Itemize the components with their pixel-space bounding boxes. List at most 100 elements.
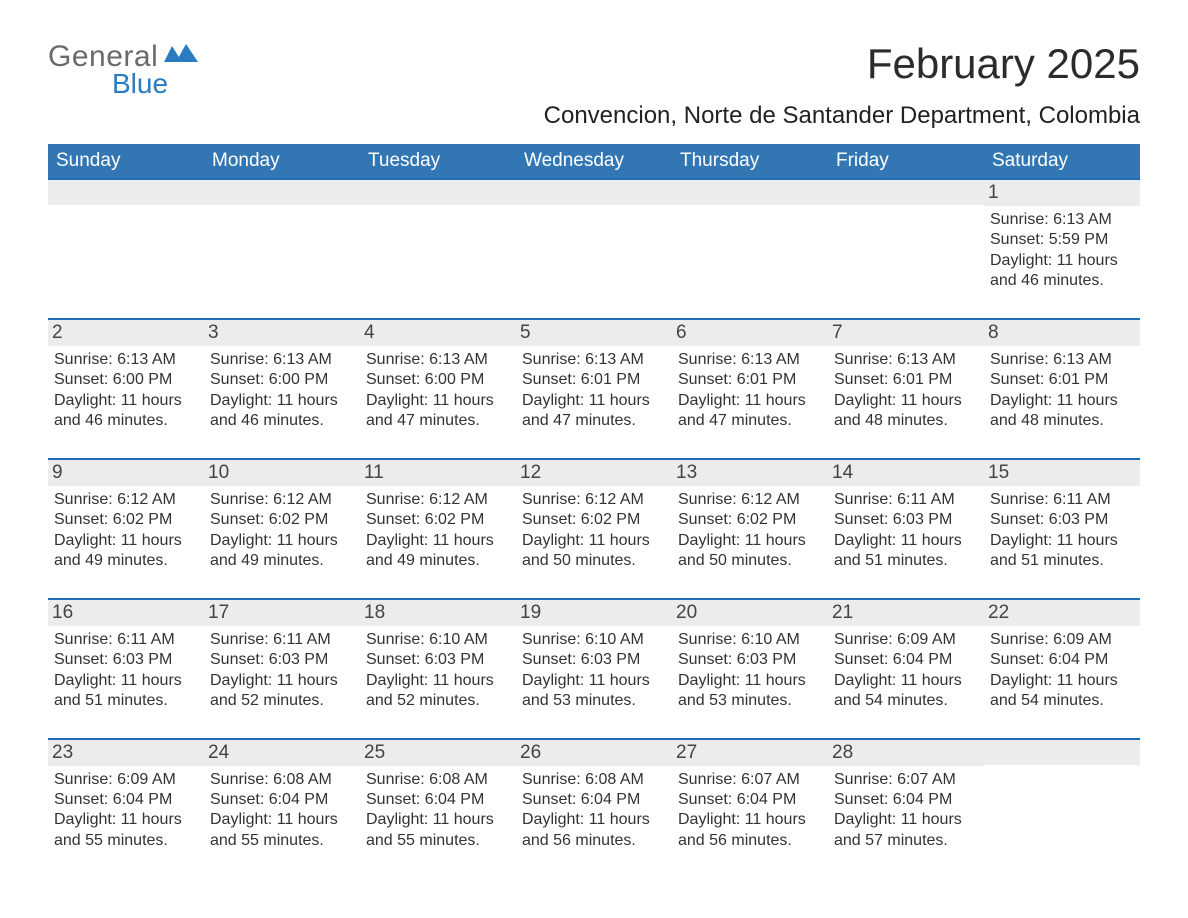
daylight-line: Daylight: 11 hours and 52 minutes. — [366, 671, 510, 712]
day-info: Sunrise: 6:12 AMSunset: 6:02 PMDaylight:… — [210, 490, 354, 572]
day-number: 14 — [828, 460, 984, 486]
weekday-row: SundayMondayTuesdayWednesdayThursdayFrid… — [48, 144, 1140, 179]
day-number: 10 — [204, 460, 360, 486]
day-number: 8 — [984, 320, 1140, 346]
sunset-line: Sunset: 6:01 PM — [678, 370, 822, 390]
sunrise-line: Sunrise: 6:12 AM — [54, 490, 198, 510]
sunrise-line: Sunrise: 6:13 AM — [834, 350, 978, 370]
day-info: Sunrise: 6:13 AMSunset: 6:01 PMDaylight:… — [834, 350, 978, 432]
daylight-line: Daylight: 11 hours and 56 minutes. — [522, 810, 666, 851]
sunset-line: Sunset: 6:04 PM — [54, 790, 198, 810]
day-info: Sunrise: 6:08 AMSunset: 6:04 PMDaylight:… — [522, 770, 666, 852]
sunset-line: Sunset: 6:03 PM — [678, 650, 822, 670]
daylight-line: Daylight: 11 hours and 48 minutes. — [990, 391, 1134, 432]
daylight-line: Daylight: 11 hours and 47 minutes. — [522, 391, 666, 432]
day-number: 13 — [672, 460, 828, 486]
calendar-cell — [984, 739, 1140, 878]
day-info: Sunrise: 6:11 AMSunset: 6:03 PMDaylight:… — [990, 490, 1134, 572]
flag-icon — [164, 44, 198, 71]
sunrise-line: Sunrise: 6:09 AM — [990, 630, 1134, 650]
sunset-line: Sunset: 6:02 PM — [366, 510, 510, 530]
sunrise-line: Sunrise: 6:13 AM — [678, 350, 822, 370]
day-number: 23 — [48, 740, 204, 766]
sunset-line: Sunset: 6:00 PM — [54, 370, 198, 390]
sunrise-line: Sunrise: 6:13 AM — [210, 350, 354, 370]
calendar-row: 1 Sunrise: 6:13 AMSunset: 5:59 PMDaylight… — [48, 179, 1140, 319]
daylight-line: Daylight: 11 hours and 50 minutes. — [522, 531, 666, 572]
calendar-row: 2Sunrise: 6:13 AMSunset: 6:00 PMDaylight… — [48, 319, 1140, 459]
day-info: Sunrise: 6:12 AMSunset: 6:02 PMDaylight:… — [366, 490, 510, 572]
daylight-line: Daylight: 11 hours and 48 minutes. — [834, 391, 978, 432]
day-number: 7 — [828, 320, 984, 346]
calendar-cell: 26 Sunrise: 6:08 AMSunset: 6:04 PMDayligh… — [516, 739, 672, 878]
sunrise-line: Sunrise: 6:08 AM — [210, 770, 354, 790]
day-number: 16 — [48, 600, 204, 626]
sunrise-line: Sunrise: 6:13 AM — [990, 350, 1134, 370]
day-number: 20 — [672, 600, 828, 626]
weekday-header: Thursday — [672, 144, 828, 179]
daynum-placeholder — [984, 740, 1140, 765]
daylight-line: Daylight: 11 hours and 51 minutes. — [990, 531, 1134, 572]
calendar-table: SundayMondayTuesdayWednesdayThursdayFrid… — [48, 144, 1140, 877]
day-number: 21 — [828, 600, 984, 626]
daynum-placeholder — [672, 180, 828, 205]
day-number: 24 — [204, 740, 360, 766]
day-info: Sunrise: 6:13 AMSunset: 5:59 PMDaylight:… — [990, 210, 1134, 292]
logo: General Blue — [48, 40, 198, 100]
daynum-placeholder — [48, 180, 204, 205]
sunset-line: Sunset: 6:02 PM — [210, 510, 354, 530]
calendar-cell: 3Sunrise: 6:13 AMSunset: 6:00 PMDaylight… — [204, 319, 360, 459]
day-info: Sunrise: 6:13 AMSunset: 6:01 PMDaylight:… — [522, 350, 666, 432]
sunrise-line: Sunrise: 6:10 AM — [678, 630, 822, 650]
calendar-cell: 23 Sunrise: 6:09 AMSunset: 6:04 PMDayligh… — [48, 739, 204, 878]
title-block: February 2025 Convencion, Norte de Santa… — [544, 40, 1140, 130]
calendar-cell: 17Sunrise: 6:11 AMSunset: 6:03 PMDayligh… — [204, 599, 360, 739]
calendar-cell: 18Sunrise: 6:10 AMSunset: 6:03 PMDayligh… — [360, 599, 516, 739]
calendar-cell: 22Sunrise: 6:09 AMSunset: 6:04 PMDayligh… — [984, 599, 1140, 739]
calendar-cell: 19Sunrise: 6:10 AMSunset: 6:03 PMDayligh… — [516, 599, 672, 739]
daylight-line: Daylight: 11 hours and 47 minutes. — [366, 391, 510, 432]
calendar-cell: 16Sunrise: 6:11 AMSunset: 6:03 PMDayligh… — [48, 599, 204, 739]
calendar-cell: 15Sunrise: 6:11 AMSunset: 6:03 PMDayligh… — [984, 459, 1140, 599]
weekday-header: Tuesday — [360, 144, 516, 179]
daylight-line: Daylight: 11 hours and 46 minutes. — [210, 391, 354, 432]
day-number: 9 — [48, 460, 204, 486]
day-info: Sunrise: 6:10 AMSunset: 6:03 PMDaylight:… — [678, 630, 822, 712]
day-number: 19 — [516, 600, 672, 626]
calendar-cell: 11 Sunrise: 6:12 AMSunset: 6:02 PMDayligh… — [360, 459, 516, 599]
sunset-line: Sunset: 6:04 PM — [366, 790, 510, 810]
page-title: February 2025 — [544, 40, 1140, 88]
sunset-line: Sunset: 5:59 PM — [990, 230, 1134, 250]
sunrise-line: Sunrise: 6:11 AM — [210, 630, 354, 650]
sunrise-line: Sunrise: 6:09 AM — [54, 770, 198, 790]
day-info: Sunrise: 6:09 AMSunset: 6:04 PMDaylight:… — [990, 630, 1134, 712]
sunrise-line: Sunrise: 6:13 AM — [54, 350, 198, 370]
logo-word-blue: Blue — [112, 68, 198, 100]
day-number: 1 — [984, 180, 1140, 206]
day-info: Sunrise: 6:11 AMSunset: 6:03 PMDaylight:… — [210, 630, 354, 712]
daylight-line: Daylight: 11 hours and 56 minutes. — [678, 810, 822, 851]
day-info: Sunrise: 6:09 AMSunset: 6:04 PMDaylight:… — [834, 630, 978, 712]
calendar-cell: 27Sunrise: 6:07 AMSunset: 6:04 PMDayligh… — [672, 739, 828, 878]
day-number: 26 — [516, 740, 672, 766]
weekday-header: Wednesday — [516, 144, 672, 179]
daynum-placeholder — [360, 180, 516, 205]
sunrise-line: Sunrise: 6:08 AM — [522, 770, 666, 790]
sunrise-line: Sunrise: 6:13 AM — [366, 350, 510, 370]
sunrise-line: Sunrise: 6:13 AM — [522, 350, 666, 370]
daylight-line: Daylight: 11 hours and 53 minutes. — [678, 671, 822, 712]
day-number: 11 — [360, 460, 516, 486]
daylight-line: Daylight: 11 hours and 54 minutes. — [990, 671, 1134, 712]
day-number: 18 — [360, 600, 516, 626]
calendar-cell: 25Sunrise: 6:08 AMSunset: 6:04 PMDayligh… — [360, 739, 516, 878]
daylight-line: Daylight: 11 hours and 55 minutes. — [210, 810, 354, 851]
sunset-line: Sunset: 6:04 PM — [834, 790, 978, 810]
day-info: Sunrise: 6:08 AMSunset: 6:04 PMDaylight:… — [366, 770, 510, 852]
daynum-placeholder — [204, 180, 360, 205]
daylight-line: Daylight: 11 hours and 55 minutes. — [54, 810, 198, 851]
day-info: Sunrise: 6:12 AMSunset: 6:02 PMDaylight:… — [522, 490, 666, 572]
sunset-line: Sunset: 6:00 PM — [210, 370, 354, 390]
calendar-cell: 9Sunrise: 6:12 AMSunset: 6:02 PMDaylight… — [48, 459, 204, 599]
sunset-line: Sunset: 6:03 PM — [834, 510, 978, 530]
sunrise-line: Sunrise: 6:10 AM — [366, 630, 510, 650]
